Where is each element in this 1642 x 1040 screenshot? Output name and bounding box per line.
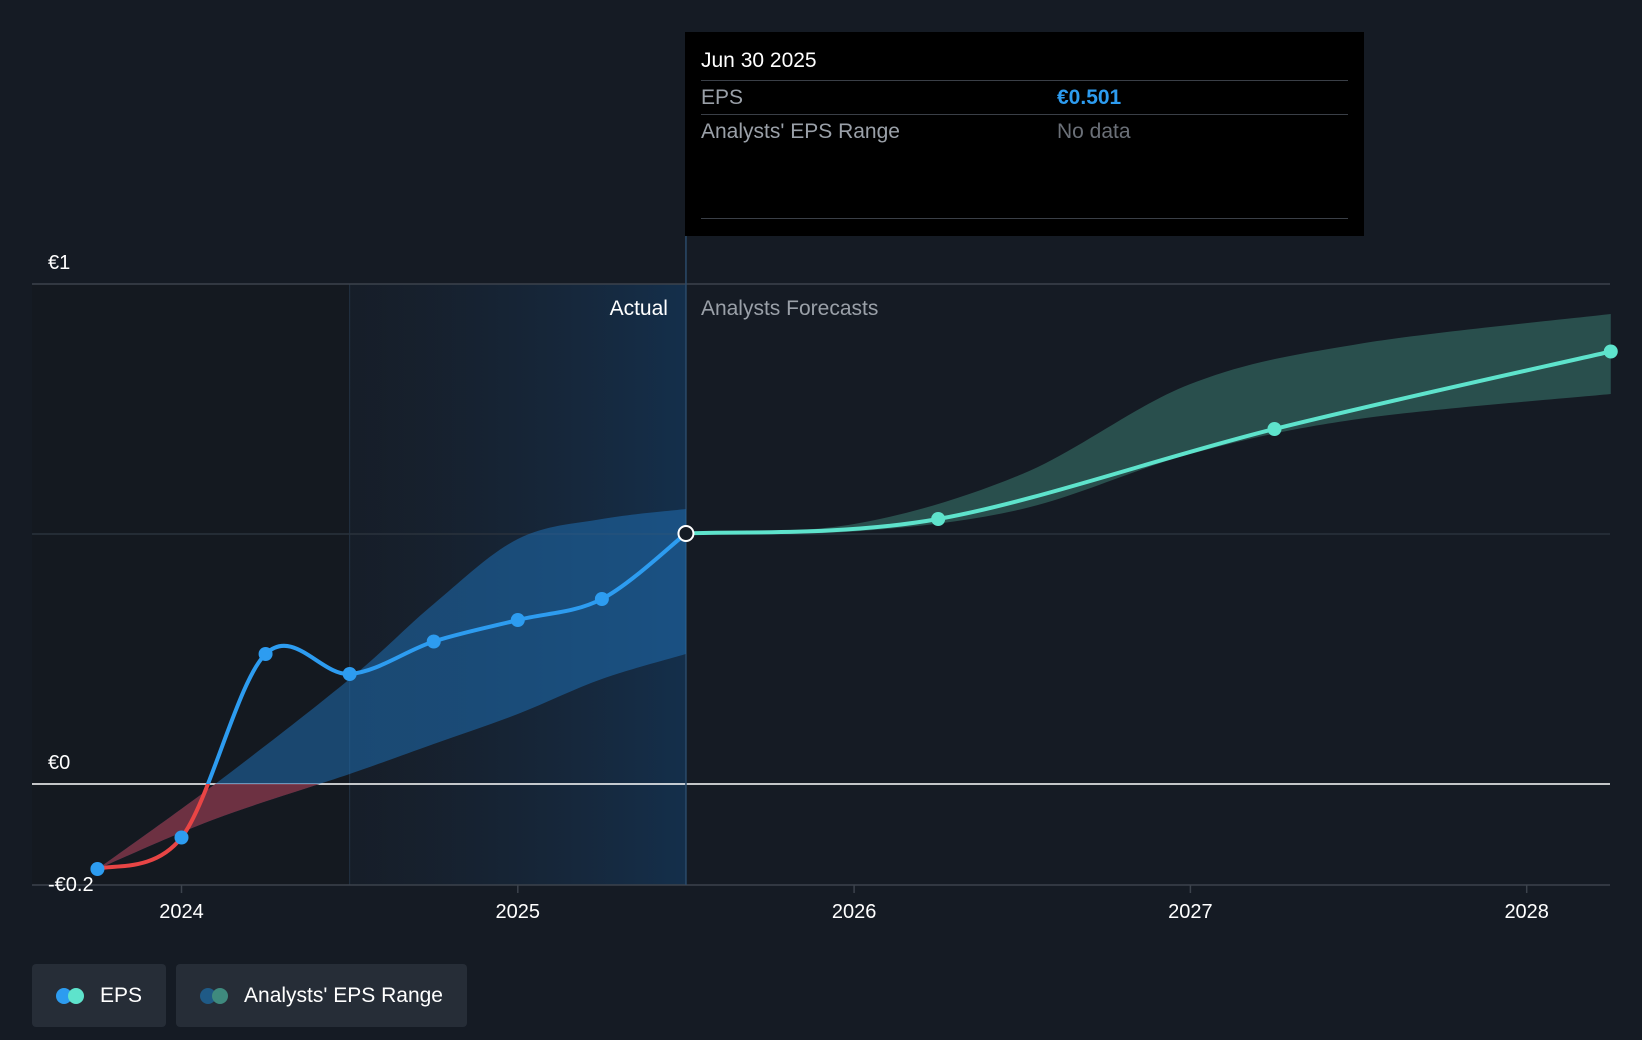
x-tick-label: 2024 <box>159 901 204 923</box>
eps-forecast-line <box>685 349 1612 536</box>
eps-legend-icon <box>56 987 86 1004</box>
eps-actual-point <box>510 613 525 627</box>
eps-negative-line <box>96 784 211 871</box>
actual-label: Actual <box>610 297 668 320</box>
eps-actual-point <box>90 862 105 876</box>
tooltip: Jun 30 2025 EPS €0.501 Analysts' EPS Ran… <box>685 32 1364 236</box>
tooltip-date: Jun 30 2025 <box>701 46 1348 81</box>
eps-actual-point <box>342 667 357 681</box>
legend: EPS Analysts' EPS Range <box>32 964 467 1027</box>
legend-eps-label: EPS <box>100 983 143 1007</box>
eps-forecast-point <box>1267 422 1282 436</box>
forecast-label: Analysts Forecasts <box>701 297 878 320</box>
eps-actual-line <box>205 531 688 784</box>
range-legend-icon <box>200 987 230 1004</box>
analysts-range-band-negative <box>97 784 320 869</box>
analysts-range-band-forecast <box>685 314 1611 534</box>
y-axis-label: -€0.2 <box>48 874 94 896</box>
x-tick-label: 2028 <box>1504 901 1549 923</box>
eps-forecast-point <box>931 512 946 526</box>
pre-period-background <box>32 284 350 885</box>
legend-eps-button[interactable]: EPS <box>32 964 167 1027</box>
eps-actual-point <box>258 647 273 661</box>
tooltip-range-value: No data <box>1057 120 1131 143</box>
tooltip-divider <box>701 218 1348 219</box>
selected-eps-point <box>677 525 695 542</box>
eps-actual-point <box>594 592 609 606</box>
tooltip-eps-label: EPS <box>701 86 744 109</box>
y-axis-label: €0 <box>48 752 70 774</box>
tooltip-range-row: Analysts' EPS Range No data <box>701 115 1348 148</box>
tooltip-eps-value: €0.501 <box>1057 86 1122 109</box>
analysts-range-band-past <box>97 509 686 869</box>
x-tick-label: 2025 <box>496 901 541 923</box>
eps-actual-point <box>174 830 189 845</box>
tooltip-range-label: Analysts' EPS Range <box>701 120 900 143</box>
legend-range-label: Analysts' EPS Range <box>244 983 443 1007</box>
legend-range-button[interactable]: Analysts' EPS Range <box>176 964 467 1027</box>
x-tick-label: 2027 <box>1168 901 1213 923</box>
x-tick-label: 2026 <box>832 901 877 923</box>
y-axis-label: €1 <box>48 252 70 274</box>
eps-actual-point <box>426 634 441 649</box>
eps-forecast-point <box>1603 344 1618 359</box>
tooltip-eps-row: EPS €0.501 <box>701 81 1348 115</box>
